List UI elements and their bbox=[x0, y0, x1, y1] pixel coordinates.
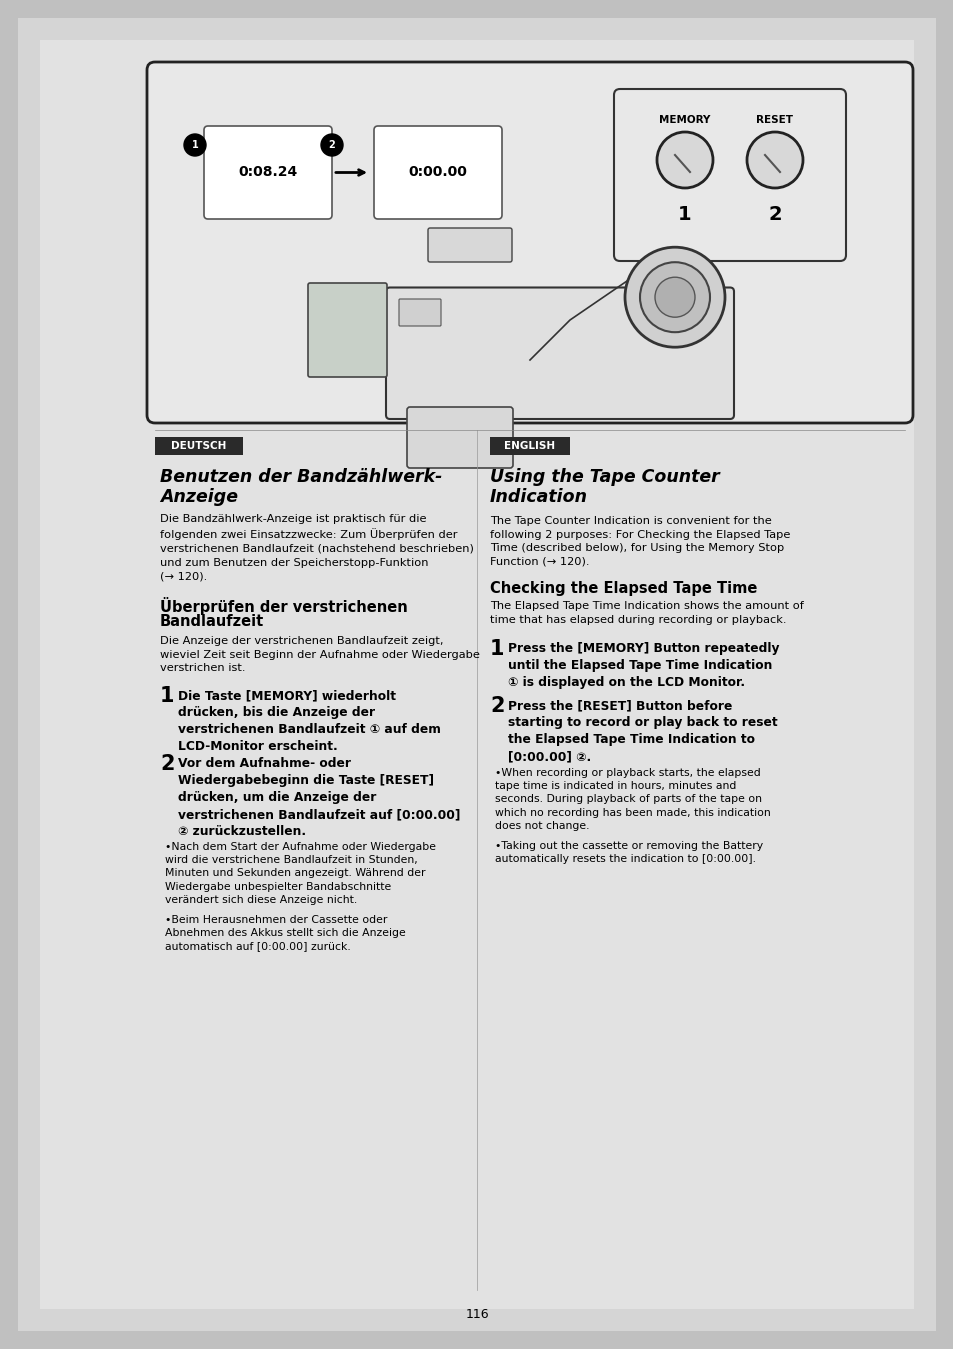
Circle shape bbox=[746, 132, 802, 188]
Text: 1: 1 bbox=[678, 205, 691, 224]
Text: RESET: RESET bbox=[756, 115, 793, 125]
Text: MEMORY: MEMORY bbox=[659, 115, 710, 125]
FancyBboxPatch shape bbox=[147, 62, 912, 424]
FancyBboxPatch shape bbox=[308, 283, 387, 376]
Circle shape bbox=[639, 262, 709, 332]
Text: DEUTSCH: DEUTSCH bbox=[172, 441, 227, 451]
Circle shape bbox=[655, 277, 695, 317]
Text: Vor dem Aufnahme- oder
Wiedergabebeginn die Taste [RESET]
drücken, um die Anzeig: Vor dem Aufnahme- oder Wiedergabebeginn … bbox=[178, 757, 460, 838]
Circle shape bbox=[657, 132, 712, 188]
FancyBboxPatch shape bbox=[428, 228, 512, 262]
Text: 2: 2 bbox=[767, 205, 781, 224]
FancyBboxPatch shape bbox=[407, 407, 513, 468]
Text: Checking the Elapsed Tape Time: Checking the Elapsed Tape Time bbox=[490, 581, 757, 596]
Text: Die Bandzählwerk-Anzeige ist praktisch für die
folgenden zwei Einsatzzwecke: Zum: Die Bandzählwerk-Anzeige ist praktisch f… bbox=[160, 514, 474, 581]
Text: 2: 2 bbox=[160, 754, 174, 774]
FancyBboxPatch shape bbox=[398, 299, 440, 326]
FancyBboxPatch shape bbox=[374, 125, 501, 219]
Text: •Taking out the cassette or removing the Battery
automatically resets the indica: •Taking out the cassette or removing the… bbox=[495, 840, 762, 865]
Circle shape bbox=[320, 134, 343, 156]
Circle shape bbox=[184, 134, 206, 156]
Text: Press the [MEMORY] Button repeatedly
until the Elapsed Tape Time Indication
① is: Press the [MEMORY] Button repeatedly unt… bbox=[507, 642, 779, 689]
Text: 116: 116 bbox=[465, 1309, 488, 1322]
Text: Indication: Indication bbox=[490, 488, 587, 506]
Text: Die Taste [MEMORY] wiederholt
drücken, bis die Anzeige der
verstrichenen Bandlau: Die Taste [MEMORY] wiederholt drücken, b… bbox=[178, 689, 440, 753]
Text: Die Anzeige der verstrichenen Bandlaufzeit zeigt,
wieviel Zeit seit Beginn der A: Die Anzeige der verstrichenen Bandlaufze… bbox=[160, 635, 479, 673]
Text: Press the [RESET] Button before
starting to record or play back to reset
the Ela: Press the [RESET] Button before starting… bbox=[507, 699, 777, 764]
Text: •Nach dem Start der Aufnahme oder Wiedergabe
wird die verstrichene Bandlaufzeit : •Nach dem Start der Aufnahme oder Wieder… bbox=[165, 842, 436, 905]
Text: 2: 2 bbox=[490, 696, 504, 716]
Text: 1: 1 bbox=[192, 140, 198, 150]
Text: ENGLISH: ENGLISH bbox=[504, 441, 555, 451]
Text: Bandlaufzeit: Bandlaufzeit bbox=[160, 614, 264, 629]
Text: Using the Tape Counter: Using the Tape Counter bbox=[490, 468, 719, 486]
FancyBboxPatch shape bbox=[490, 437, 569, 455]
FancyBboxPatch shape bbox=[614, 89, 845, 260]
Text: •Beim Herausnehmen der Cassette oder
Abnehmen des Akkus stellt sich die Anzeige
: •Beim Herausnehmen der Cassette oder Abn… bbox=[165, 915, 405, 951]
FancyBboxPatch shape bbox=[40, 40, 913, 1309]
FancyBboxPatch shape bbox=[18, 18, 935, 1331]
Text: 0:08.24: 0:08.24 bbox=[238, 166, 297, 179]
Text: 1: 1 bbox=[490, 639, 504, 660]
Text: The Tape Counter Indication is convenient for the
following 2 purposes: For Chec: The Tape Counter Indication is convenien… bbox=[490, 517, 789, 567]
Text: •When recording or playback starts, the elapsed
tape time is indicated in hours,: •When recording or playback starts, the … bbox=[495, 768, 770, 831]
Text: 2: 2 bbox=[328, 140, 335, 150]
FancyBboxPatch shape bbox=[386, 287, 733, 420]
Text: Benutzen der Bandzählwerk-: Benutzen der Bandzählwerk- bbox=[160, 468, 442, 486]
Text: 1: 1 bbox=[160, 687, 174, 706]
Text: Überprüfen der verstrichenen: Überprüfen der verstrichenen bbox=[160, 598, 407, 615]
Text: Anzeige: Anzeige bbox=[160, 488, 237, 506]
Circle shape bbox=[624, 247, 724, 347]
Text: 0:00.00: 0:00.00 bbox=[408, 166, 467, 179]
Text: The Elapsed Tape Time Indication shows the amount of
time that has elapsed durin: The Elapsed Tape Time Indication shows t… bbox=[490, 602, 803, 625]
FancyBboxPatch shape bbox=[154, 437, 243, 455]
FancyBboxPatch shape bbox=[204, 125, 332, 219]
